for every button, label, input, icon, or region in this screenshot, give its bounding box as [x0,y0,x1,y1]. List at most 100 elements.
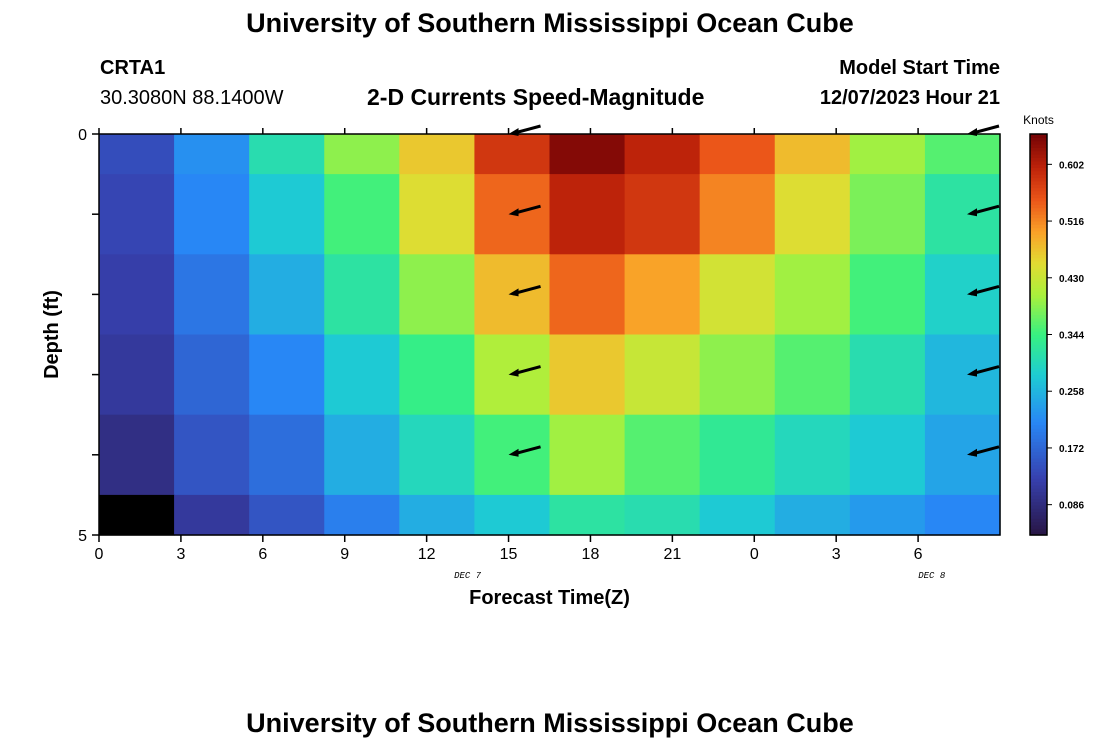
colorbar-segment [1030,391,1047,396]
colorbar-segment [1030,341,1047,346]
colorbar-segment [1030,150,1047,155]
colorbar-segment [1030,287,1047,292]
colorbar-tick-label: 0.086 [1059,501,1084,512]
colorbar-segment [1030,431,1047,436]
x-tick-label: 18 [582,546,600,563]
station-coordinates: 30.3080N 88.1400W [100,87,284,109]
colorbar-segment [1030,164,1047,169]
heatmap-cell [549,494,626,536]
colorbar-segment [1030,264,1047,269]
colorbar-segment [1030,397,1047,402]
station-id: CRTA1 [100,57,166,79]
colorbar-segment [1030,204,1047,209]
colorbar-segment [1030,331,1047,336]
current-vector [508,204,541,217]
y-axis-title: Depth (ft) [41,290,63,379]
colorbar-segment [1030,458,1047,463]
date-label: DEC 8 [918,571,946,581]
colorbar-tick-label: 0.344 [1059,331,1084,342]
heatmap-cell [624,334,701,416]
colorbar-segment [1030,451,1047,456]
colorbar-segment [1030,344,1047,349]
heatmap-cell [549,254,626,336]
heatmap-cell [249,254,325,336]
colorbar-segment [1030,337,1047,342]
heatmap-cell [174,254,250,336]
heatmap-cell [924,414,1001,496]
x-tick-label: 15 [500,546,518,563]
heatmap-cell [849,254,926,336]
x-tick-label: 3 [832,546,841,563]
colorbar-segment [1030,474,1047,479]
colorbar-segment [1030,234,1047,239]
chart-subtitle: 2-D Currents Speed-Magnitude [367,84,705,110]
current-vector [967,204,1000,217]
colorbar-segment [1030,371,1047,376]
colorbar-segment [1030,154,1047,158]
colorbar-segment [1030,227,1047,232]
colorbar-segment [1030,187,1047,192]
colorbar-segment [1030,508,1047,513]
colorbar-segment [1030,284,1047,289]
colorbar-segment [1030,468,1047,473]
heatmap-cell [99,494,175,536]
colorbar-segment [1030,448,1047,453]
heatmap-cell [99,414,175,496]
heatmap-cell [399,414,476,496]
colorbar-segment [1030,267,1047,272]
colorbar-segment [1030,190,1047,195]
colorbar-segment [1030,528,1047,533]
heatmap-cell [924,494,1001,536]
colorbar-segment [1030,281,1047,285]
colorbar-segment [1030,354,1047,359]
heatmap-cell [174,334,250,416]
colorbar-segment [1030,411,1047,416]
colorbar-segment [1030,454,1047,459]
heatmap-cell [774,254,851,336]
heatmap-cell [549,174,626,255]
colorbar-segment [1030,140,1047,145]
heatmap-cell [249,414,325,496]
current-vector [508,365,541,377]
heatmap-cell [774,174,851,255]
colorbar-segment [1030,351,1047,356]
heatmap-cell [624,254,701,336]
heatmap-cell [174,414,250,496]
colorbar-segment [1030,274,1047,279]
colorbar-segment [1030,240,1047,245]
colorbar-segment [1030,434,1047,439]
colorbar-segment [1030,197,1047,202]
colorbar-segment [1030,194,1047,199]
current-vector [967,365,1000,377]
colorbar-segment [1030,384,1047,389]
colorbar-segment [1030,377,1047,382]
footer-title: University of Southern Mississippi Ocean… [246,708,854,738]
heatmap-cell [399,174,476,255]
current-vector [967,445,1000,457]
heatmap-cell [849,134,926,175]
colorbar-segment [1030,504,1047,509]
colorbar-segment [1030,488,1047,493]
heatmap-cell [249,494,325,536]
colorbar-segment [1030,327,1047,332]
heatmap-cell [924,254,1001,336]
colorbar-segment [1030,521,1047,526]
heatmap-cell [174,494,250,536]
colorbar-tick-label: 0.430 [1059,274,1084,285]
heatmap-cell [774,414,851,496]
colorbar-segment [1030,207,1047,212]
colorbar-segment [1030,387,1047,392]
x-tick-label: 12 [418,546,436,563]
date-label: DEC 7 [454,571,482,581]
colorbar-segment [1030,254,1047,259]
heatmap-cell [399,334,476,416]
colorbar-segment [1030,170,1047,175]
page-title: University of Southern Mississippi Ocean… [246,8,854,38]
y-tick-label: 5 [78,528,87,545]
heatmap-cell [699,494,776,536]
colorbar-segment [1030,381,1047,386]
colorbar-segment [1030,491,1047,496]
colorbar-segment [1030,250,1047,255]
colorbar-segment [1030,244,1047,249]
colorbar-segment [1030,311,1047,316]
